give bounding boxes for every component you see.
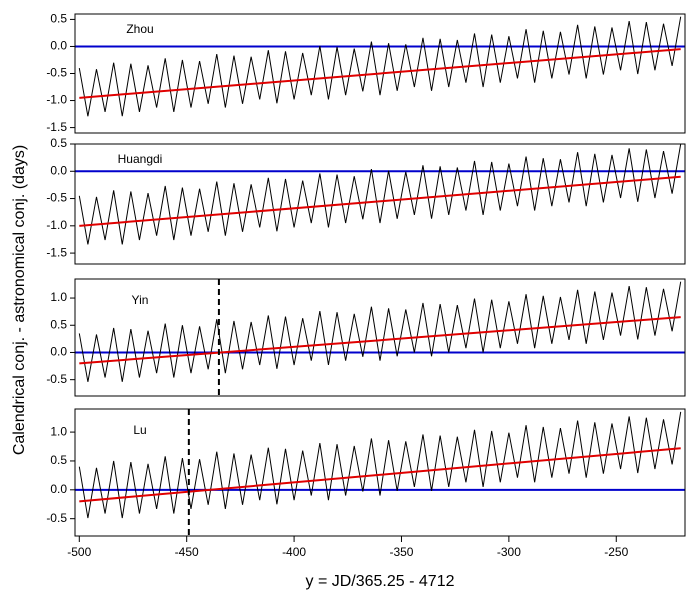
- panel-frame: [74, 143, 686, 265]
- data-line: [78, 144, 682, 245]
- panel-label: Yin: [132, 293, 149, 307]
- panel-label: Lu: [133, 423, 146, 437]
- y-tick-label: 0.0: [50, 39, 67, 53]
- trend-line: [79, 316, 681, 365]
- y-tick-label: -1.5: [46, 120, 67, 134]
- y-tick-label: 0.0: [50, 163, 67, 177]
- panel-label: Zhou: [126, 22, 153, 36]
- panel-frame: [74, 278, 686, 397]
- y-tick-label: 0.5: [50, 12, 67, 26]
- trend-line: [79, 48, 681, 99]
- y-tick-label: 0.5: [50, 317, 67, 331]
- y-tick-label: 1.0: [50, 424, 67, 438]
- y-tick-label: 1.0: [50, 290, 67, 304]
- x-tick-label: -450: [175, 545, 199, 559]
- y-tick-label: 0.0: [50, 345, 67, 359]
- data-line: [78, 281, 682, 382]
- data-line: [78, 411, 682, 519]
- trend-line: [79, 447, 681, 503]
- y-tick-label: -1.0: [46, 218, 67, 232]
- trend-line: [79, 175, 681, 227]
- y-tick-label: -0.5: [46, 191, 67, 205]
- x-tick-label: -500: [67, 545, 91, 559]
- panel-frame: [74, 408, 686, 537]
- y-tick-label: -1.5: [46, 245, 67, 259]
- x-tick-label: -300: [497, 545, 521, 559]
- x-tick-label: -250: [604, 545, 628, 559]
- y-tick-label: -1.0: [46, 93, 67, 107]
- y-tick-label: 0.0: [50, 482, 67, 496]
- x-axis-label: y = JD/365.25 - 4712: [306, 573, 455, 590]
- x-tick-label: -350: [389, 545, 413, 559]
- y-tick-label: 0.5: [50, 453, 67, 467]
- y-tick-label: -0.5: [46, 372, 67, 386]
- x-tick-label: -400: [282, 545, 306, 559]
- y-axis-label: Calendrical conj. - astronomical conj. (…: [11, 145, 28, 455]
- y-tick-label: -0.5: [46, 66, 67, 80]
- y-tick-label: -0.5: [46, 511, 67, 525]
- panel-label: Huangdi: [118, 152, 163, 166]
- y-tick-label: 0.5: [50, 136, 67, 150]
- data-line: [78, 16, 682, 117]
- panel-frame: [74, 13, 686, 134]
